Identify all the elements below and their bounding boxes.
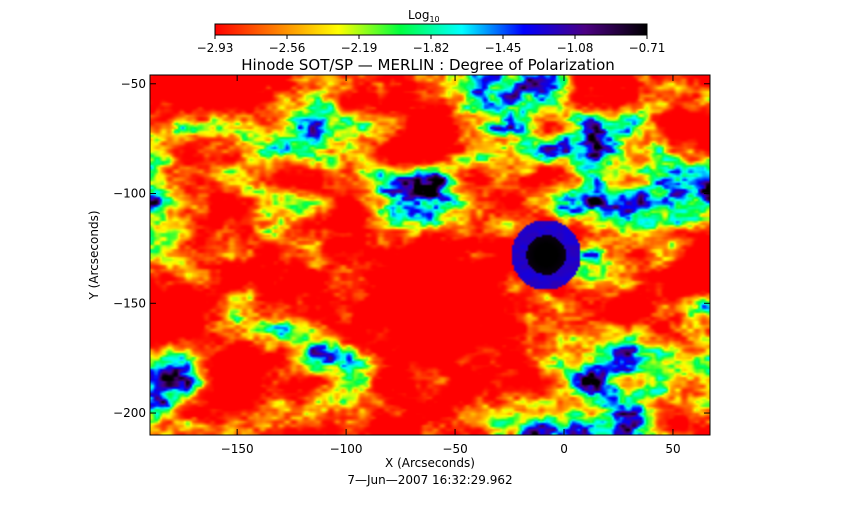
x-axis-label: X (Arcseconds) (385, 456, 475, 470)
y-tick-label: −200 (113, 406, 146, 420)
colorbar-tick-label: −1.45 (485, 41, 522, 55)
x-tick-label: −50 (442, 442, 467, 456)
chart-title: Hinode SOT/SP — MERLIN : Degree of Polar… (241, 56, 615, 74)
x-tick-label: −150 (221, 442, 254, 456)
heatmap-image (150, 75, 710, 435)
colorbar-label: Log10 (408, 8, 440, 24)
colorbar-ticks: −2.93 −2.56 −2.19 −1.82 −1.45 −1.08 −0.71 (197, 35, 666, 55)
colorbar-tick-label: −2.93 (197, 41, 234, 55)
colorbar-tick-label: −2.19 (341, 41, 378, 55)
x-axis: −150 −100 −50 0 50 (221, 75, 681, 456)
x-tick-label: 50 (665, 442, 680, 456)
y-tick-label: −100 (113, 187, 146, 201)
x-tick-label: 0 (560, 442, 568, 456)
y-axis: −50 −100 −150 −200 (113, 77, 710, 420)
y-tick-label: −50 (121, 77, 146, 91)
timestamp: 7—Jun—2007 16:32:29.962 (347, 473, 512, 487)
colorbar-tick-label: −1.08 (557, 41, 594, 55)
x-tick-label: −100 (330, 442, 363, 456)
colorbar-tick-label: −0.71 (629, 41, 666, 55)
plot-frame (149, 74, 711, 436)
colorbar-tick-label: −1.82 (413, 41, 450, 55)
colorbar-tick-label: −2.56 (269, 41, 306, 55)
colorbar (214, 23, 648, 36)
y-tick-label: −150 (113, 296, 146, 310)
y-axis-label: Y (Arcseconds) (87, 210, 101, 300)
